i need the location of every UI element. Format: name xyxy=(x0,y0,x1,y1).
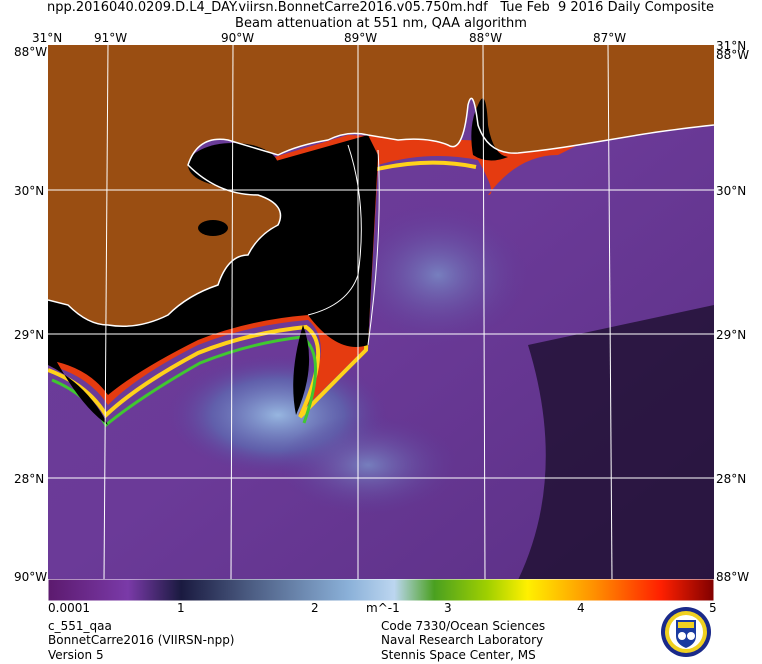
colorbar-gradient xyxy=(48,579,714,601)
corner-lat-top-left: 31°N xyxy=(32,31,63,45)
colorbar-unit: m^-1 xyxy=(366,601,400,615)
lat-tick-left: 28°N xyxy=(14,472,45,486)
colorbar-label: 3 xyxy=(444,601,452,615)
lon-tick-top: 89°W xyxy=(344,31,378,45)
lat-tick-right: 29°N xyxy=(716,328,747,342)
lon-tick-top: 88°W xyxy=(469,31,503,45)
coastline xyxy=(367,149,380,346)
footer-version: Version 5 xyxy=(48,648,104,662)
footer-product-code: c_551_qaa xyxy=(48,619,112,633)
corner-lon-top-left: 88°W xyxy=(14,45,48,59)
date-label: Tue Feb 9 2016 Daily Composite xyxy=(500,0,714,15)
product-title: Beam attenuation at 551 nm, QAA algorith… xyxy=(235,16,527,31)
footer-region: BonnetCarre2016 (VIIRSN-npp) xyxy=(48,633,235,647)
mobile-bay xyxy=(471,98,508,161)
colorbar-label: 2 xyxy=(311,601,319,615)
colorbar xyxy=(48,579,714,601)
lat-tick-left: 30°N xyxy=(14,184,45,198)
footer-org-name: Naval Research Laboratory xyxy=(381,633,544,647)
lon-tick-top: 91°W xyxy=(94,31,128,45)
lat-tick-right: 30°N xyxy=(716,184,747,198)
lon-tick-top: 87°W xyxy=(593,31,627,45)
lake-borgne xyxy=(263,160,323,200)
colorbar-label: 4 xyxy=(577,601,585,615)
river-plume xyxy=(278,415,458,515)
coastline xyxy=(307,144,362,316)
nrl-seal-icon xyxy=(661,607,711,657)
footer-org-code: Code 7330/Ocean Sciences xyxy=(381,619,546,633)
colorbar-label: 5 xyxy=(709,601,717,615)
no-data-nearshore xyxy=(48,345,108,425)
coastline xyxy=(48,97,714,327)
footer-org-location: Stennis Space Center, MS xyxy=(381,648,536,662)
lat-tick-left: 29°N xyxy=(14,328,45,342)
river-plume xyxy=(348,205,528,345)
corner-lon-top-right: 88°W xyxy=(716,48,750,62)
header-line-1: npp.2016040.0209.D.L4_DAY.viirsn.BonnetC… xyxy=(0,0,762,48)
no-data-offshore xyxy=(518,305,714,580)
satellite-map xyxy=(48,45,714,580)
lake xyxy=(198,220,228,236)
corner-lat-top-right: 31°N xyxy=(716,39,747,53)
corner-lon-bottom-right: 88°W xyxy=(716,570,750,584)
colorbar-label: 1 xyxy=(177,601,185,615)
corner-lon-bottom-left: 90°W xyxy=(14,570,48,584)
graticule xyxy=(48,45,714,580)
no-data-nearshore xyxy=(293,325,310,415)
land-area xyxy=(48,45,714,327)
lon-tick-top: 90°W xyxy=(221,31,255,45)
file-name: npp.2016040.0209.D.L4_DAY.viirsn.BonnetC… xyxy=(47,0,488,15)
colorbar-label: 0.0001 xyxy=(48,601,90,615)
lat-tick-right: 28°N xyxy=(716,472,747,486)
